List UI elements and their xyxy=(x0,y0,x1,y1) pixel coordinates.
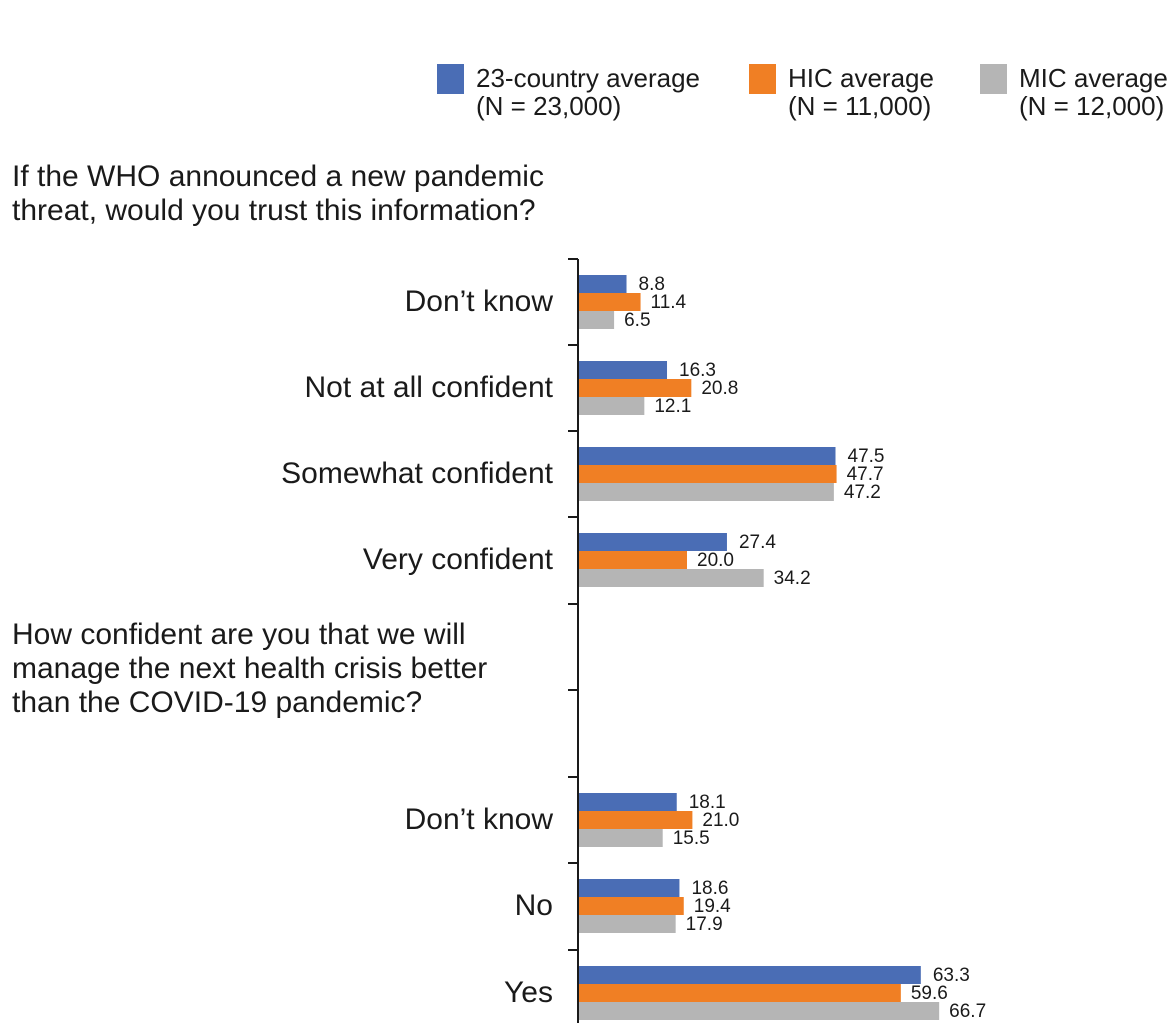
category-label: No xyxy=(514,889,553,922)
bar-series-1 xyxy=(579,447,836,465)
data-label: 8.8 xyxy=(639,274,665,295)
data-label: 27.4 xyxy=(739,532,776,553)
data-label: 47.2 xyxy=(844,482,881,503)
legend-swatch-23-country xyxy=(437,64,464,94)
legend-name: 23-country average xyxy=(476,63,701,93)
bar-series-3 xyxy=(579,915,676,933)
bar-series-3 xyxy=(579,397,645,415)
bar-series-1 xyxy=(579,361,668,379)
data-label: 18.1 xyxy=(689,792,726,813)
bar-series-2 xyxy=(579,465,837,483)
data-label: 18.6 xyxy=(691,878,728,899)
bar-series-2 xyxy=(579,379,692,397)
category-label: Yes xyxy=(504,976,553,1009)
data-label: 11.4 xyxy=(651,292,687,313)
data-label: 6.5 xyxy=(624,310,650,331)
bar-series-2 xyxy=(579,551,687,569)
question-1-title: If the WHO announced a new pandemic thre… xyxy=(12,160,544,227)
legend-swatch-mic xyxy=(980,64,1007,94)
legend-name: MIC average xyxy=(1019,63,1168,93)
legend-n: (N = 12,000) xyxy=(1019,91,1165,121)
bar-series-3 xyxy=(579,483,834,501)
bar-series-1 xyxy=(579,793,677,811)
question-2-title: How confident are you that we will manag… xyxy=(12,618,488,719)
data-label: 16.3 xyxy=(679,360,716,381)
legend-n: (N = 23,000) xyxy=(476,91,622,121)
legend-item-mic: MIC average (N = 12,000) xyxy=(1019,64,1168,120)
bar-series-1 xyxy=(579,966,921,984)
legend-item-hic: HIC average (N = 11,000) xyxy=(788,64,934,120)
bar-series-2 xyxy=(579,984,901,1002)
category-label: Don’t know xyxy=(404,285,553,318)
category-label: Not at all confident xyxy=(304,371,553,404)
data-label: 20.0 xyxy=(697,550,734,571)
data-label: 34.2 xyxy=(774,568,811,589)
data-label: 66.7 xyxy=(949,1001,986,1022)
data-label: 20.8 xyxy=(701,378,738,399)
bar-series-2 xyxy=(579,897,684,915)
legend-swatch-hic xyxy=(749,64,776,94)
data-label: 47.7 xyxy=(847,464,884,485)
data-label: 19.4 xyxy=(694,896,731,917)
data-label: 21.0 xyxy=(702,810,739,831)
bar-series-3 xyxy=(579,829,663,847)
legend-name: HIC average xyxy=(788,63,934,93)
category-label: Somewhat confident xyxy=(281,457,553,490)
bar-series-3 xyxy=(579,311,615,329)
bar-series-2 xyxy=(579,293,641,311)
bar-series-1 xyxy=(579,533,727,551)
bar-series-1 xyxy=(579,879,680,897)
bar-series-3 xyxy=(579,1002,940,1020)
bar-series-3 xyxy=(579,569,764,587)
data-label: 17.9 xyxy=(686,914,723,935)
legend-n: (N = 11,000) xyxy=(788,91,932,121)
data-label: 59.6 xyxy=(911,983,948,1004)
data-label: 63.3 xyxy=(933,965,970,986)
category-label: Very confident xyxy=(362,543,553,576)
data-label: 15.5 xyxy=(673,828,710,849)
category-label: Don’t know xyxy=(404,803,553,836)
bar-series-2 xyxy=(579,811,693,829)
data-label: 47.5 xyxy=(848,446,885,467)
data-label: 12.1 xyxy=(654,396,691,417)
bar-series-1 xyxy=(579,275,627,293)
legend-item-23-country: 23-country average (N = 23,000) xyxy=(476,64,700,120)
